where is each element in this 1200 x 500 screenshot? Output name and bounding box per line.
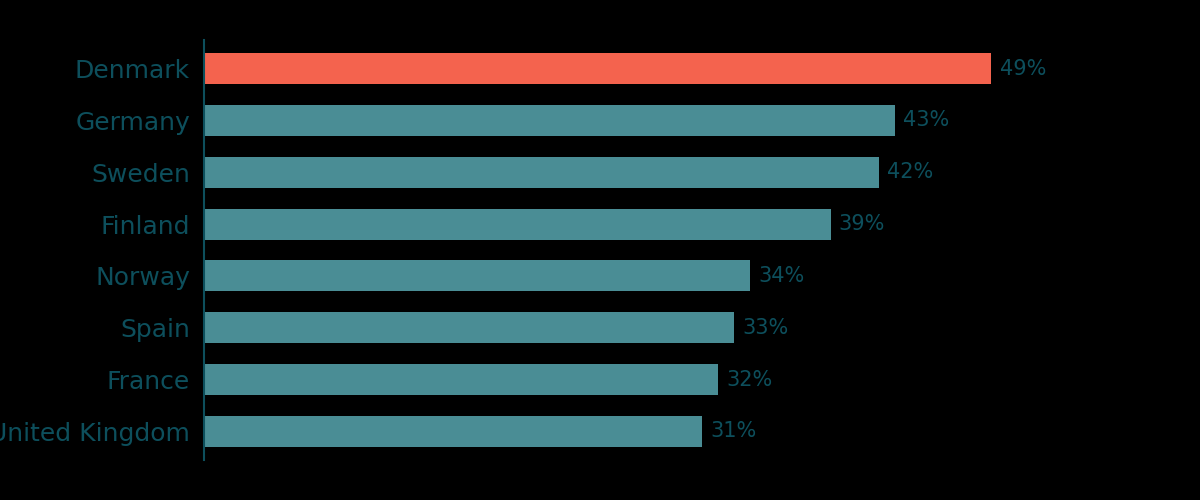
Bar xyxy=(204,416,702,447)
Bar xyxy=(204,156,878,188)
Bar xyxy=(204,208,830,240)
Text: 43%: 43% xyxy=(904,110,949,130)
Text: 33%: 33% xyxy=(743,318,788,338)
Text: 42%: 42% xyxy=(887,162,934,182)
Text: 32%: 32% xyxy=(726,370,773,390)
Text: 49%: 49% xyxy=(1000,58,1046,78)
Bar xyxy=(204,105,895,136)
Text: 34%: 34% xyxy=(758,266,805,286)
Text: 31%: 31% xyxy=(710,422,756,442)
Bar xyxy=(204,260,750,292)
Text: 39%: 39% xyxy=(839,214,886,234)
Bar xyxy=(204,312,734,344)
Bar xyxy=(204,53,991,84)
Bar xyxy=(204,364,719,395)
